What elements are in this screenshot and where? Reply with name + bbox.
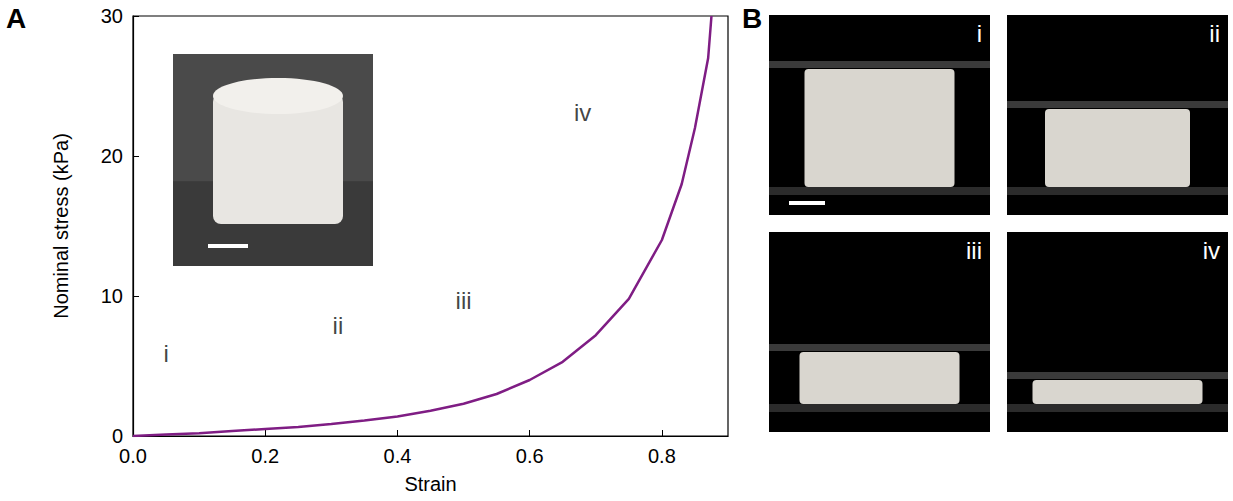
svg-text:i: i	[163, 340, 168, 367]
svg-text:20: 20	[101, 145, 123, 167]
svg-text:0.4: 0.4	[384, 445, 412, 467]
svg-text:0.2: 0.2	[251, 445, 279, 467]
svg-text:iv: iv	[574, 99, 591, 126]
svg-text:ii: ii	[1209, 20, 1220, 47]
svg-text:0.0: 0.0	[119, 445, 147, 467]
svg-text:ii: ii	[333, 312, 344, 339]
svg-text:B: B	[742, 3, 762, 34]
svg-text:iii: iii	[456, 287, 472, 314]
svg-text:0: 0	[112, 425, 123, 447]
svg-text:i: i	[977, 20, 982, 47]
svg-text:30: 30	[101, 5, 123, 27]
svg-text:Strain: Strain	[404, 473, 456, 495]
svg-text:0.6: 0.6	[516, 445, 544, 467]
svg-text:iv: iv	[1203, 237, 1220, 264]
svg-text:A: A	[6, 3, 26, 34]
svg-text:10: 10	[101, 285, 123, 307]
svg-text:0.8: 0.8	[648, 445, 676, 467]
svg-text:Nominal stress (kPa): Nominal stress (kPa)	[50, 133, 72, 319]
svg-text:iii: iii	[966, 237, 982, 264]
